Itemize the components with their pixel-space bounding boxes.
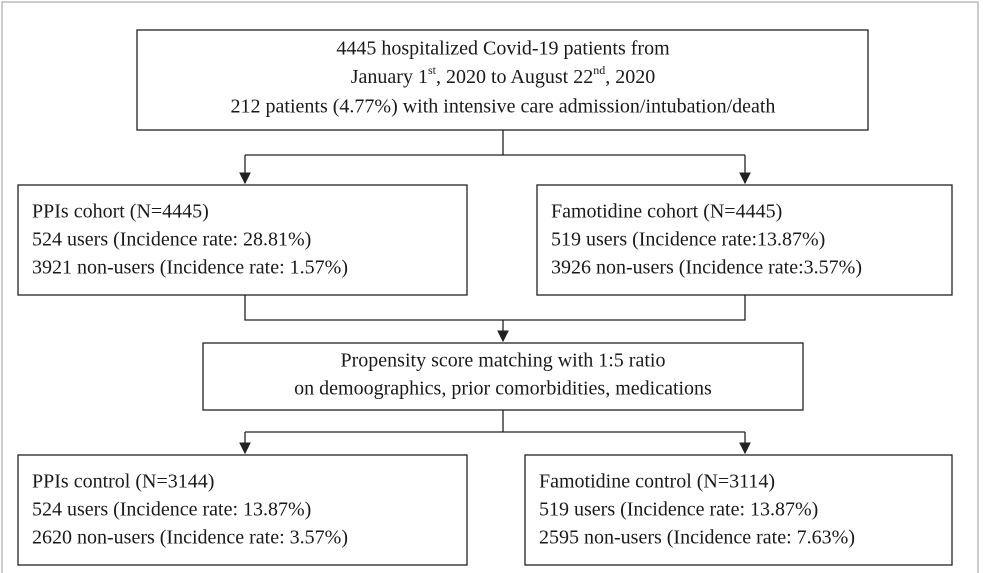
node-text: Famotidine control (N=3114) xyxy=(539,471,775,493)
node-matching: Propensity score matching with 1:5 ratio… xyxy=(202,342,804,411)
superscript: st xyxy=(428,63,437,77)
connectors xyxy=(239,130,751,455)
text-part: , 2020 xyxy=(605,66,655,88)
text-part: , 2020 to August 22 xyxy=(436,66,593,88)
node-text: 2620 non-users (Incidence rate: 3.57%) xyxy=(32,527,348,549)
node-famotidine-control: Famotidine control (N=3114) 519 users (I… xyxy=(524,454,953,566)
text-part: January 1 xyxy=(351,66,428,88)
node-text: 3921 non-users (Incidence rate: 1.57%) xyxy=(32,257,348,279)
node-text: 519 users (Incidence rate:13.87%) xyxy=(551,229,825,251)
node-source: 4445 hospitalized Covid-19 patients from… xyxy=(136,29,869,131)
node-text: PPIs control (N=3144) xyxy=(32,471,214,493)
node-text: 524 users (Incidence rate: 13.87%) xyxy=(32,499,311,521)
node-famotidine-cohort: Famotidine cohort (N=4445) 519 users (In… xyxy=(536,184,953,296)
node-ppis-cohort: PPIs cohort (N=4445) 524 users (Incidenc… xyxy=(17,184,468,296)
node-text: Propensity score matching with 1:5 ratio xyxy=(341,350,666,372)
node-text: 2595 non-users (Incidence rate: 7.63%) xyxy=(539,527,855,549)
node-text: 4445 hospitalized Covid-19 patients from xyxy=(336,38,670,60)
superscript: nd xyxy=(593,63,605,77)
node-text: Famotidine cohort (N=4445) xyxy=(551,201,782,223)
node-text: 212 patients (4.77%) with intensive care… xyxy=(231,96,776,118)
node-text: 524 users (Incidence rate: 28.81%) xyxy=(32,229,311,251)
node-text: 519 users (Incidence rate: 13.87%) xyxy=(539,499,818,521)
node-text: January 1st, 2020 to August 22nd, 2020 xyxy=(351,63,655,88)
node-ppis-control: PPIs control (N=3144) 524 users (Inciden… xyxy=(17,454,468,566)
node-text: PPIs cohort (N=4445) xyxy=(32,201,209,223)
node-text: on demoographics, prior comorbidities, m… xyxy=(294,378,712,400)
node-text: 3926 non-users (Incidence rate:3.57%) xyxy=(551,257,862,279)
